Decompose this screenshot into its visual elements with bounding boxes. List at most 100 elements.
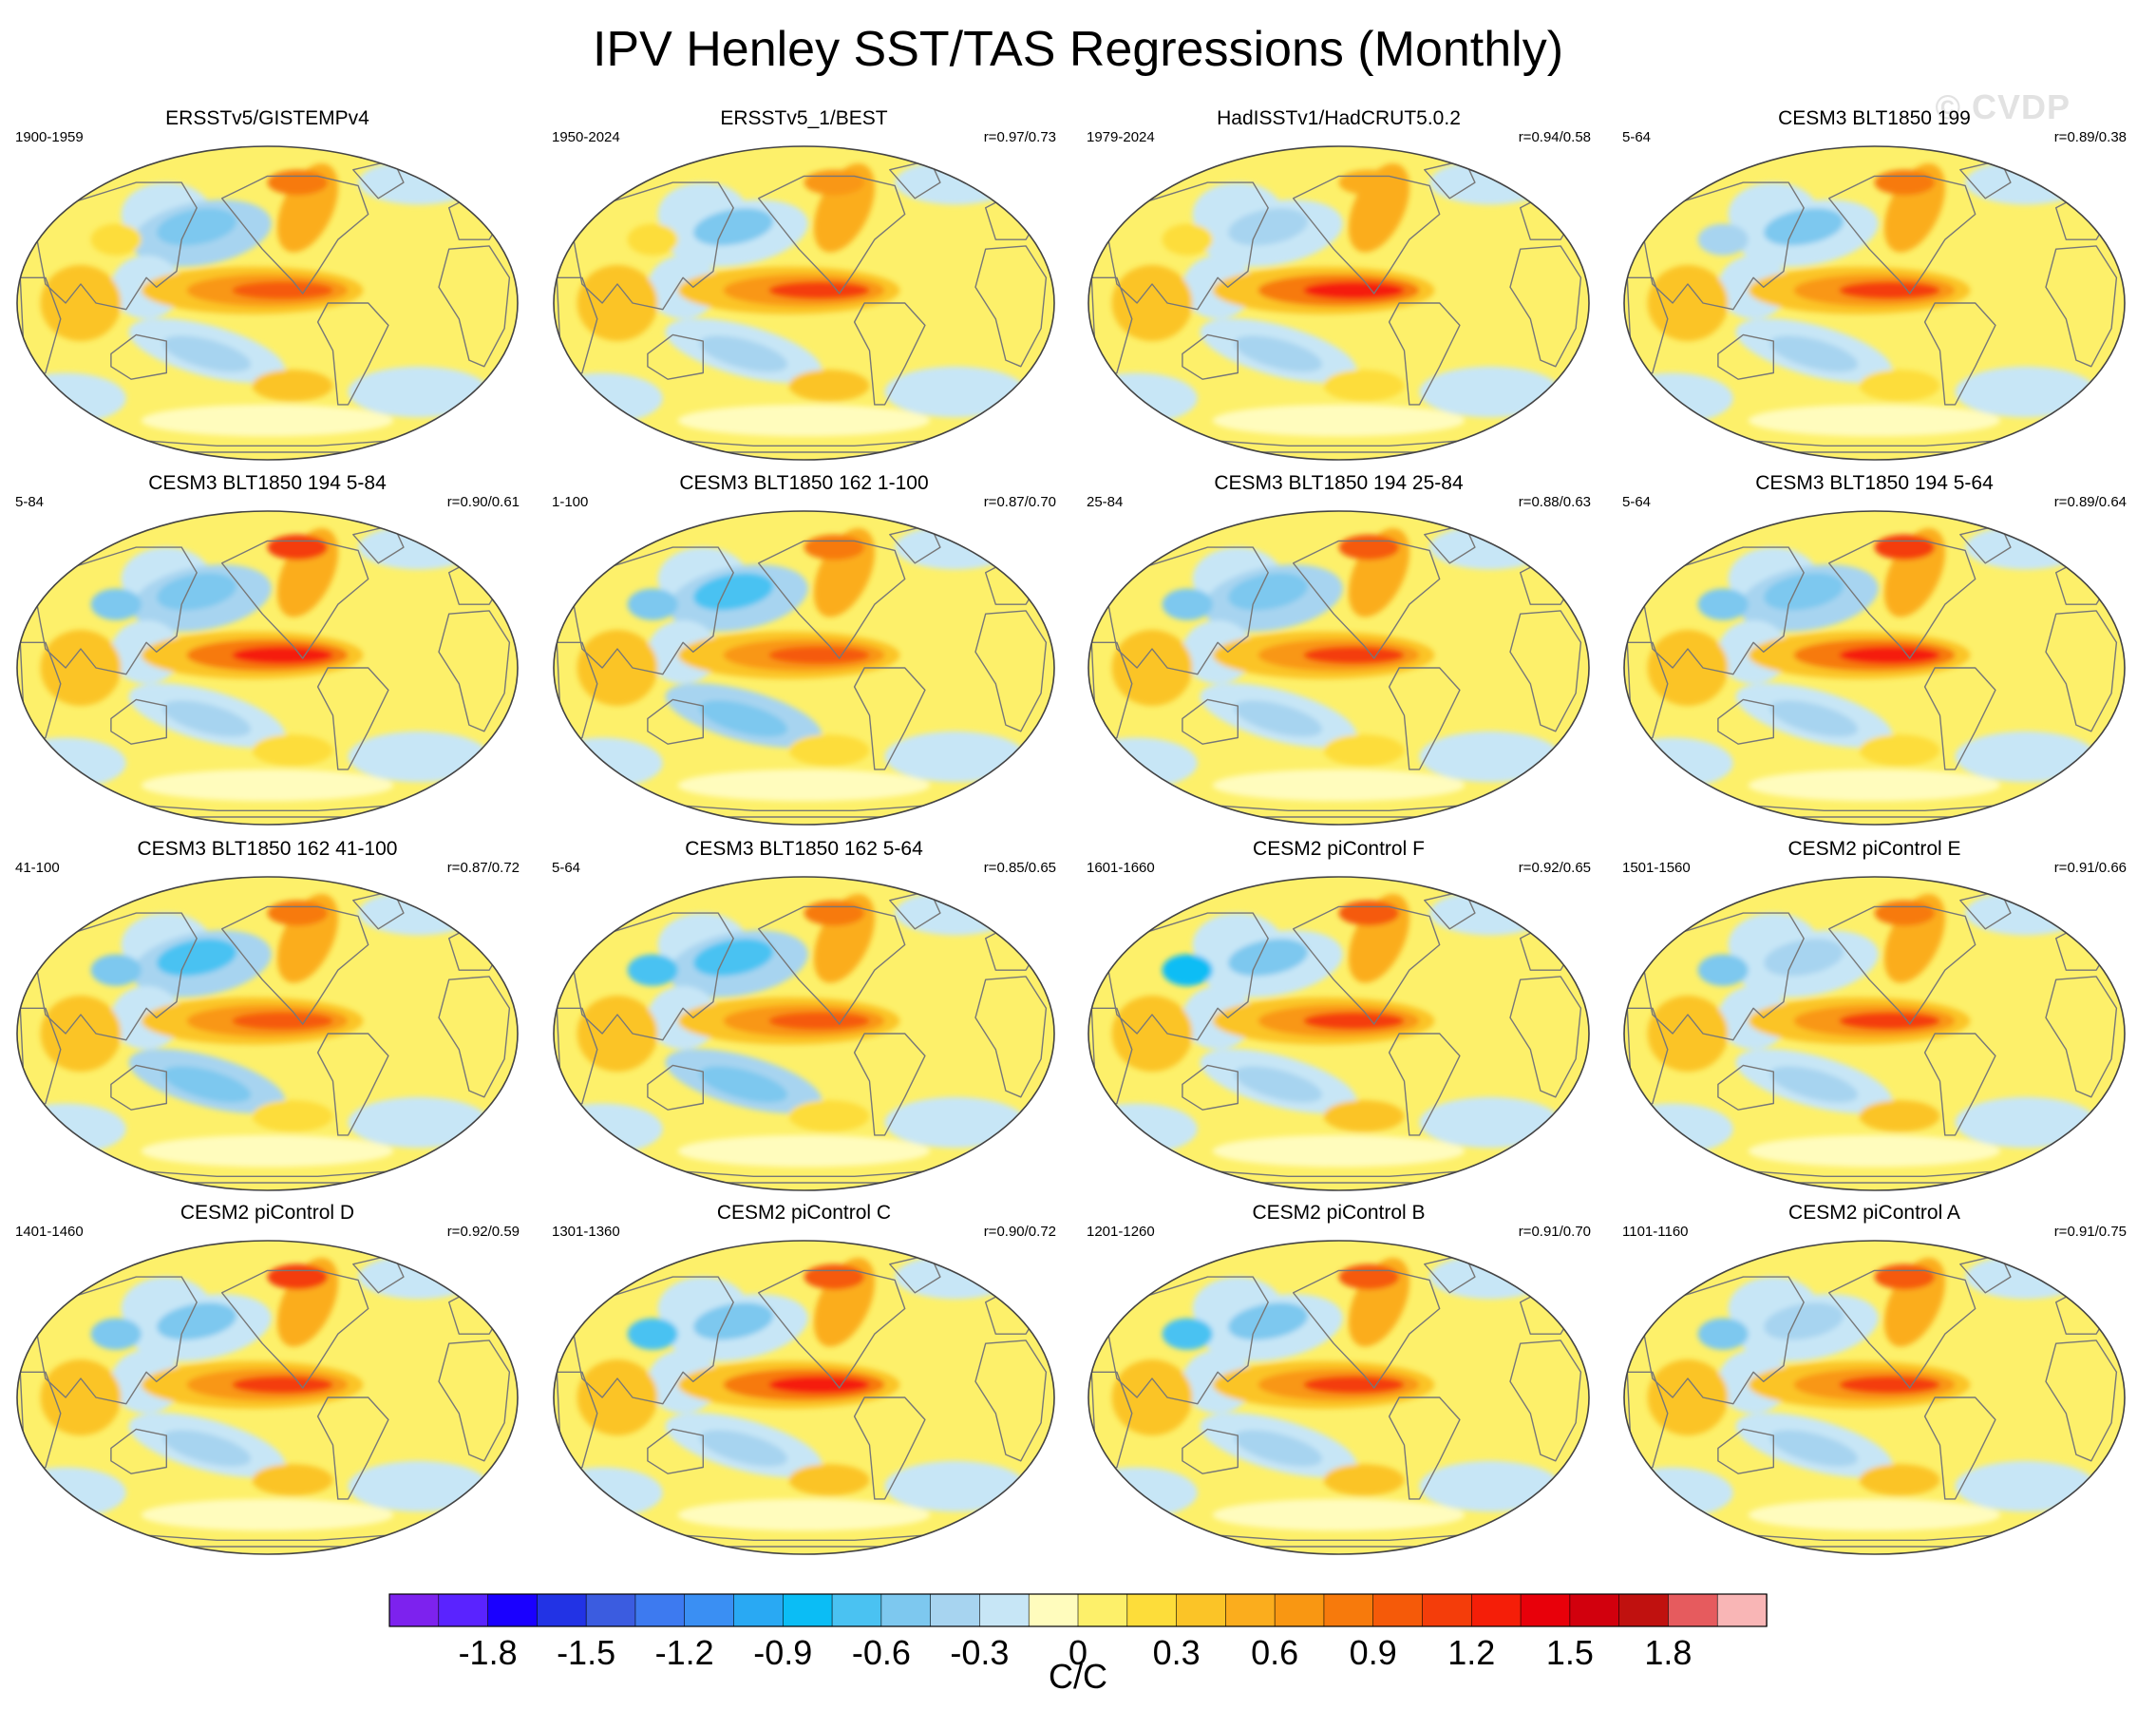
- southern-ocean-negative: [677, 769, 931, 802]
- global-map: [553, 510, 1055, 826]
- coastline: [1717, 333, 1775, 380]
- south-atlantic-negative: [1419, 1460, 1561, 1512]
- colorbar-box: [1520, 1593, 1571, 1627]
- south-atlantic-negative: [1955, 731, 2097, 783]
- south-pacific-negative-core: [1769, 1066, 1859, 1103]
- regression-field: [1624, 511, 2125, 825]
- colorbar-box: [1470, 1593, 1522, 1627]
- colorbar-box: [1372, 1593, 1424, 1627]
- panel-period: 1401-1460: [15, 1224, 84, 1240]
- south-pacific-negative-core: [162, 335, 252, 372]
- colorbar-box: [634, 1593, 686, 1627]
- regression-field: [1624, 146, 2125, 460]
- north-pacific-negative-core: [693, 939, 774, 977]
- coastline: [1827, 1269, 1976, 1389]
- south-pacific-negative-core: [1234, 700, 1323, 737]
- coastline: [438, 610, 511, 732]
- panel-period: 1950-2024: [552, 129, 620, 145]
- south-atlantic-negative: [884, 731, 1027, 783]
- global-map: [1087, 145, 1590, 461]
- panel-title: ERSSTv5/GISTEMPv4: [165, 107, 369, 129]
- colorbar-box: [1422, 1593, 1472, 1627]
- map-border: [553, 1240, 1055, 1555]
- panel-correlation: r=0.89/0.38: [2053, 129, 2127, 145]
- south-pacific-negative-core: [699, 335, 788, 372]
- coastline: [316, 667, 389, 770]
- panel-period: 5-64: [1622, 129, 1652, 145]
- indian-ocean-positive: [577, 264, 658, 342]
- regression-field: [554, 146, 1054, 460]
- coastline: [1388, 302, 1461, 406]
- colorbar-box: [782, 1593, 833, 1627]
- indian-ocean-positive: [577, 995, 658, 1073]
- panel-period: 1601-1660: [1087, 860, 1155, 876]
- coastline: [1717, 1428, 1775, 1474]
- colorbar-box: [880, 1593, 932, 1627]
- southern-ocean-negative: [1748, 769, 2001, 802]
- indian-ocean-positive: [40, 264, 122, 342]
- south-pacific-negative-core: [162, 700, 252, 737]
- south-atlantic-negative: [1419, 731, 1561, 783]
- map-border: [1087, 1240, 1590, 1555]
- colorbar-tick-label: -1.2: [655, 1633, 714, 1672]
- panel-period: 5-64: [1622, 494, 1652, 510]
- colorbar-box: [684, 1593, 735, 1627]
- southeast-pacific-positive: [788, 1100, 870, 1132]
- map-panel: CESM3 BLT1850 194 5-84 5-84 r=0.90/0.61: [0, 471, 535, 834]
- coastline: [438, 245, 511, 368]
- map-panel: CESM2 piControl B 1201-1260 r=0.91/0.70: [1071, 1201, 1606, 1564]
- indian-ocean-positive: [1111, 1358, 1193, 1436]
- north-pacific-negative-core: [1228, 208, 1309, 246]
- asia-patch: [627, 223, 678, 256]
- coastline: [316, 302, 389, 406]
- coastline: [1509, 245, 1582, 368]
- south-atlantic-negative: [1955, 1460, 2097, 1512]
- southern-ocean-negative: [1212, 769, 1466, 802]
- panel-correlation: r=0.91/0.66: [2053, 860, 2127, 876]
- map-border: [1087, 510, 1590, 826]
- map-panel: CESM3 BLT1850 162 41-100 41-100 r=0.87/0.7…: [0, 837, 535, 1200]
- coastline: [1182, 698, 1239, 745]
- coastline: [2045, 1340, 2118, 1462]
- figure-title: IPV Henley SST/TAS Regressions (Monthly): [592, 22, 1564, 77]
- south-atlantic-negative: [348, 1460, 490, 1512]
- southeast-pacific-positive: [252, 1100, 333, 1132]
- south-atlantic-negative: [348, 1096, 490, 1149]
- coastline: [1106, 181, 1269, 311]
- colorbar-box: [438, 1593, 489, 1627]
- coastline: [110, 333, 168, 380]
- north-pacific-negative-core: [1764, 1302, 1844, 1340]
- colorbar-box: [537, 1593, 587, 1627]
- colorbar-box: [1225, 1593, 1276, 1627]
- southern-ocean-negative: [677, 1134, 931, 1168]
- coastline: [757, 540, 906, 659]
- north-pacific-negative-core: [693, 1302, 774, 1340]
- map-border: [16, 510, 519, 826]
- coastline: [1388, 667, 1461, 770]
- north-pacific-negative-core: [1228, 573, 1309, 611]
- coastline: [34, 1276, 198, 1405]
- panel-correlation: r=0.85/0.65: [983, 860, 1056, 876]
- north-pacific-negative-core: [157, 939, 237, 977]
- coastline: [1388, 1396, 1461, 1500]
- asia-patch: [90, 223, 142, 256]
- map-panel: ERSSTv5_1/BEST 1950-2024 r=0.97/0.73: [537, 106, 1071, 469]
- global-map: [1623, 876, 2126, 1191]
- asia-patch: [1697, 1318, 1749, 1350]
- indian-ocean-positive: [1647, 629, 1729, 707]
- colorbar-tick-label: 1.8: [1644, 1633, 1692, 1672]
- map-border: [1623, 1240, 2126, 1555]
- global-map: [1623, 145, 2126, 461]
- regression-field: [17, 1241, 518, 1554]
- coastline: [220, 905, 369, 1025]
- colorbar-box: [1618, 1593, 1670, 1627]
- colorbar-tick-label: 0: [1069, 1633, 1087, 1672]
- coastline: [316, 1396, 389, 1500]
- coastline: [220, 1269, 369, 1389]
- coastline: [1717, 698, 1775, 745]
- panel-title: ERSSTv5_1/BEST: [720, 107, 888, 129]
- panel-period: 25-84: [1087, 494, 1124, 510]
- coastline: [757, 1269, 906, 1389]
- map-border: [1087, 145, 1590, 461]
- southeast-pacific-positive: [788, 370, 870, 402]
